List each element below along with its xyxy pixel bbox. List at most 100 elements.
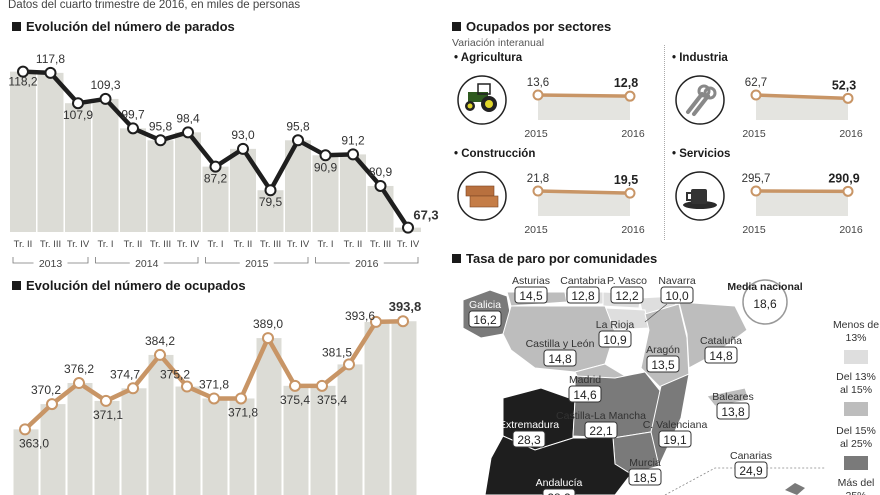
icon-circle <box>675 75 725 125</box>
parados-data-label: 90,9 <box>314 160 338 174</box>
ocupados-column <box>148 354 174 495</box>
parados-column <box>37 72 64 232</box>
parados-data-label: 95,8 <box>286 119 310 133</box>
region-value-box <box>566 286 600 304</box>
region-name-label: Cantabria <box>560 275 606 287</box>
ocupados-column <box>13 429 39 495</box>
region-value-label: 14,8 <box>548 352 572 366</box>
parados-point <box>237 142 249 155</box>
ocupados-data-label: 381,5 <box>322 345 352 359</box>
region-value-label: 13,8 <box>721 405 745 419</box>
tractor-body <box>468 92 488 102</box>
sector-value-2015: 21,8 <box>527 173 549 185</box>
sector-point <box>624 187 636 199</box>
region-value-label: 12,2 <box>615 289 639 303</box>
parados-title-text: Evolución del número de parados <box>26 19 235 34</box>
ocupados-point <box>46 398 58 411</box>
sector-name-agricultura: Agricultura <box>454 52 522 64</box>
region-value-box <box>584 421 618 439</box>
sector-year-label: 2016 <box>839 128 863 140</box>
parados-data-label: 87,2 <box>204 172 228 186</box>
ocupados-point <box>370 315 382 328</box>
legend-item-15-25: Del 15% al 25% <box>832 425 880 470</box>
parados-point <box>17 65 29 78</box>
ocupados-column <box>337 364 363 495</box>
region-value-box <box>704 346 738 364</box>
sector-value-2015: 62,7 <box>745 77 767 89</box>
ocupados-column <box>67 383 93 495</box>
parados-point <box>99 92 112 105</box>
wrench-head <box>697 84 711 98</box>
region-value-label: 10,9 <box>603 333 627 347</box>
region-name-label: La Rioja <box>596 319 635 331</box>
ocupados-point <box>397 315 409 328</box>
ocupados-point <box>316 379 328 392</box>
region-value-box <box>512 430 546 448</box>
parados-column <box>175 132 201 232</box>
sector-name-servicios: Servicios <box>672 148 730 160</box>
parados-tick-label: Tr. IV <box>67 239 90 250</box>
parados-tick-label: Tr. IV <box>397 239 420 250</box>
sector-value-2016: 12,8 <box>614 76 638 90</box>
parados-column <box>312 155 339 232</box>
sector-line <box>755 93 849 101</box>
ocupados-point <box>208 392 220 405</box>
parados-chart: 118,2117,8107,9109,399,795,898,487,293,0… <box>8 52 438 270</box>
parados-data-label: 80,9 <box>369 165 393 179</box>
parados-point <box>402 221 414 234</box>
parados-column <box>202 166 229 232</box>
year-bracket <box>205 257 309 264</box>
sector-area <box>756 191 848 216</box>
sectores-chart: 13,6 12,8 2015 2016 62,7 52,3 2015 2016 21,8 19,5… <box>457 75 863 236</box>
region-value-label: 13,5 <box>651 358 675 372</box>
wrench-icon <box>675 75 725 125</box>
sector-year-label: 2015 <box>742 128 766 140</box>
parados-point <box>319 149 332 162</box>
legend-label: Más del 25% <box>837 477 875 495</box>
ocupados-data-label: 375,4 <box>280 393 310 407</box>
legend-swatch-13-15 <box>844 402 868 416</box>
parados-column <box>92 98 119 232</box>
section-bullet-icon <box>12 281 21 290</box>
ocupados-column <box>229 398 255 495</box>
legend-item-lt13: Menos de 13% <box>832 319 880 364</box>
section-bullet-icon <box>452 254 461 263</box>
region-name-label: Canarias <box>730 450 772 462</box>
region-value-box <box>542 488 576 495</box>
legend-label: Del 15% al 25% <box>836 425 876 450</box>
year-label: 2015 <box>245 258 269 270</box>
region-name-label: C. Valenciana <box>643 419 708 431</box>
sector-point <box>842 92 854 104</box>
cup-handle <box>686 192 691 201</box>
parados-data-label: 99,7 <box>121 107 145 121</box>
sector-value-2015: 295,7 <box>742 173 771 185</box>
parados-point <box>154 134 167 147</box>
year-label: 2013 <box>39 258 63 270</box>
ocupados-column <box>256 338 282 495</box>
region-value-label: 28,2 <box>547 491 571 495</box>
ocupados-data-label: 371,1 <box>93 408 123 422</box>
parados-data-label: 67,3 <box>413 208 438 223</box>
ocupados-point <box>100 394 112 407</box>
region-value-label: 14,6 <box>573 388 597 402</box>
region-value-label: 18,5 <box>633 471 657 485</box>
media-nacional-ring <box>742 279 788 325</box>
ocupados-data-label: 376,2 <box>64 362 94 376</box>
parados-column <box>65 103 91 232</box>
sector-point <box>842 185 854 197</box>
ocupados-data-label: 393,8 <box>389 299 422 314</box>
region-name-label: Aragón <box>646 344 680 356</box>
legend-swatch-15-25 <box>844 456 868 470</box>
parados-title: Evolución del número de parados <box>12 19 235 34</box>
parados-tick-label: Tr. I <box>317 239 333 250</box>
parados-tick-label: Tr. III <box>150 239 171 250</box>
wrench-head <box>703 86 717 100</box>
region-value-label: 12,8 <box>571 289 595 303</box>
region-name-label: Madrid <box>569 374 601 386</box>
ocupados-column <box>94 400 120 495</box>
sectores-divider <box>664 45 665 240</box>
ocupados-data-label: 370,2 <box>31 383 61 397</box>
region-value-box <box>716 402 750 420</box>
parados-data-label: 95,8 <box>149 119 173 133</box>
region-value-box <box>734 461 768 479</box>
